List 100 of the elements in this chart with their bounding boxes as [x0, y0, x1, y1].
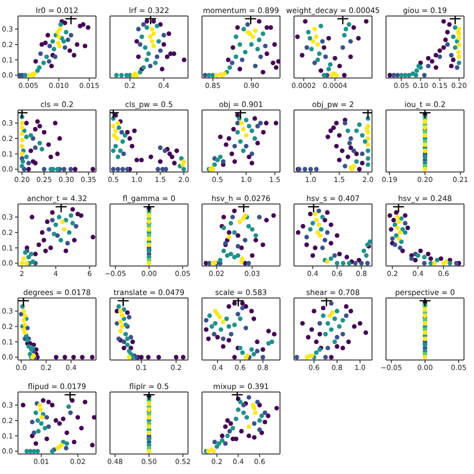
- point: [260, 354, 266, 360]
- point: [254, 348, 260, 354]
- point: [72, 52, 76, 58]
- point: [351, 25, 356, 30]
- point: [241, 26, 246, 32]
- point: [44, 219, 50, 224]
- point: [260, 70, 266, 74]
- point: [114, 72, 119, 78]
- point: [54, 354, 58, 360]
- point: [340, 148, 344, 154]
- point: [136, 26, 141, 32]
- point: [326, 321, 330, 326]
- point: [240, 306, 245, 310]
- point: [210, 72, 216, 78]
- point: [46, 59, 52, 64]
- point: [130, 144, 134, 148]
- point: [55, 30, 60, 34]
- point: [308, 36, 312, 41]
- point: [58, 26, 62, 32]
- point: [252, 28, 258, 33]
- point: [322, 72, 326, 78]
- point: [246, 434, 252, 438]
- point: [56, 214, 62, 220]
- point: [221, 248, 226, 254]
- point: [362, 139, 368, 144]
- point: [226, 234, 232, 240]
- point: [234, 34, 238, 40]
- point: [48, 246, 53, 250]
- point: [234, 54, 238, 60]
- point: [364, 126, 370, 132]
- point: [232, 230, 237, 235]
- point: [90, 442, 95, 448]
- point: [340, 318, 346, 323]
- point: [110, 166, 116, 172]
- point: [337, 324, 342, 329]
- point: [158, 159, 163, 164]
- point: [228, 252, 234, 256]
- point: [42, 130, 46, 135]
- point: [20, 144, 24, 148]
- point: [358, 321, 362, 326]
- point: [34, 410, 38, 416]
- point: [146, 242, 152, 248]
- point: [37, 124, 42, 128]
- point: [348, 54, 353, 60]
- point: [44, 54, 49, 60]
- point: [445, 30, 450, 34]
- point: [154, 54, 160, 60]
- point: [212, 440, 218, 444]
- point: [90, 234, 96, 240]
- point: [274, 65, 278, 70]
- point: [21, 308, 26, 314]
- point: [388, 227, 394, 232]
- point: [44, 415, 50, 420]
- point: [426, 252, 430, 256]
- point: [363, 330, 368, 335]
- point: [221, 214, 226, 220]
- point: [250, 227, 255, 232]
- point: [344, 254, 350, 260]
- point: [443, 38, 448, 42]
- point: [230, 426, 236, 430]
- point: [212, 332, 216, 336]
- point: [144, 19, 150, 24]
- point: [166, 31, 172, 36]
- point: [119, 130, 124, 135]
- point: [207, 313, 212, 318]
- point: [90, 354, 95, 360]
- point: [122, 340, 126, 344]
- point: [304, 45, 310, 50]
- point: [395, 226, 400, 230]
- point: [235, 120, 240, 126]
- point: [33, 59, 38, 64]
- point: [70, 207, 75, 212]
- point: [47, 44, 52, 48]
- point: [79, 426, 84, 430]
- point: [315, 230, 320, 235]
- point: [64, 446, 68, 450]
- point: [314, 34, 318, 40]
- point: [252, 435, 257, 440]
- point: [422, 336, 428, 342]
- point: [310, 253, 316, 258]
- point: [261, 130, 266, 135]
- point: [262, 420, 268, 424]
- point: [118, 308, 123, 314]
- point: [23, 72, 28, 78]
- point: [252, 116, 258, 121]
- point: [340, 346, 346, 350]
- point: [352, 324, 357, 329]
- point: [356, 36, 361, 41]
- point: [456, 36, 462, 41]
- point: [43, 40, 48, 46]
- point: [82, 44, 88, 48]
- point: [224, 316, 229, 322]
- point: [220, 438, 224, 443]
- point: [252, 136, 258, 141]
- point: [316, 208, 322, 214]
- point: [40, 146, 44, 152]
- point: [151, 19, 156, 24]
- point: [146, 415, 152, 420]
- point: [232, 322, 237, 328]
- point: [250, 128, 254, 134]
